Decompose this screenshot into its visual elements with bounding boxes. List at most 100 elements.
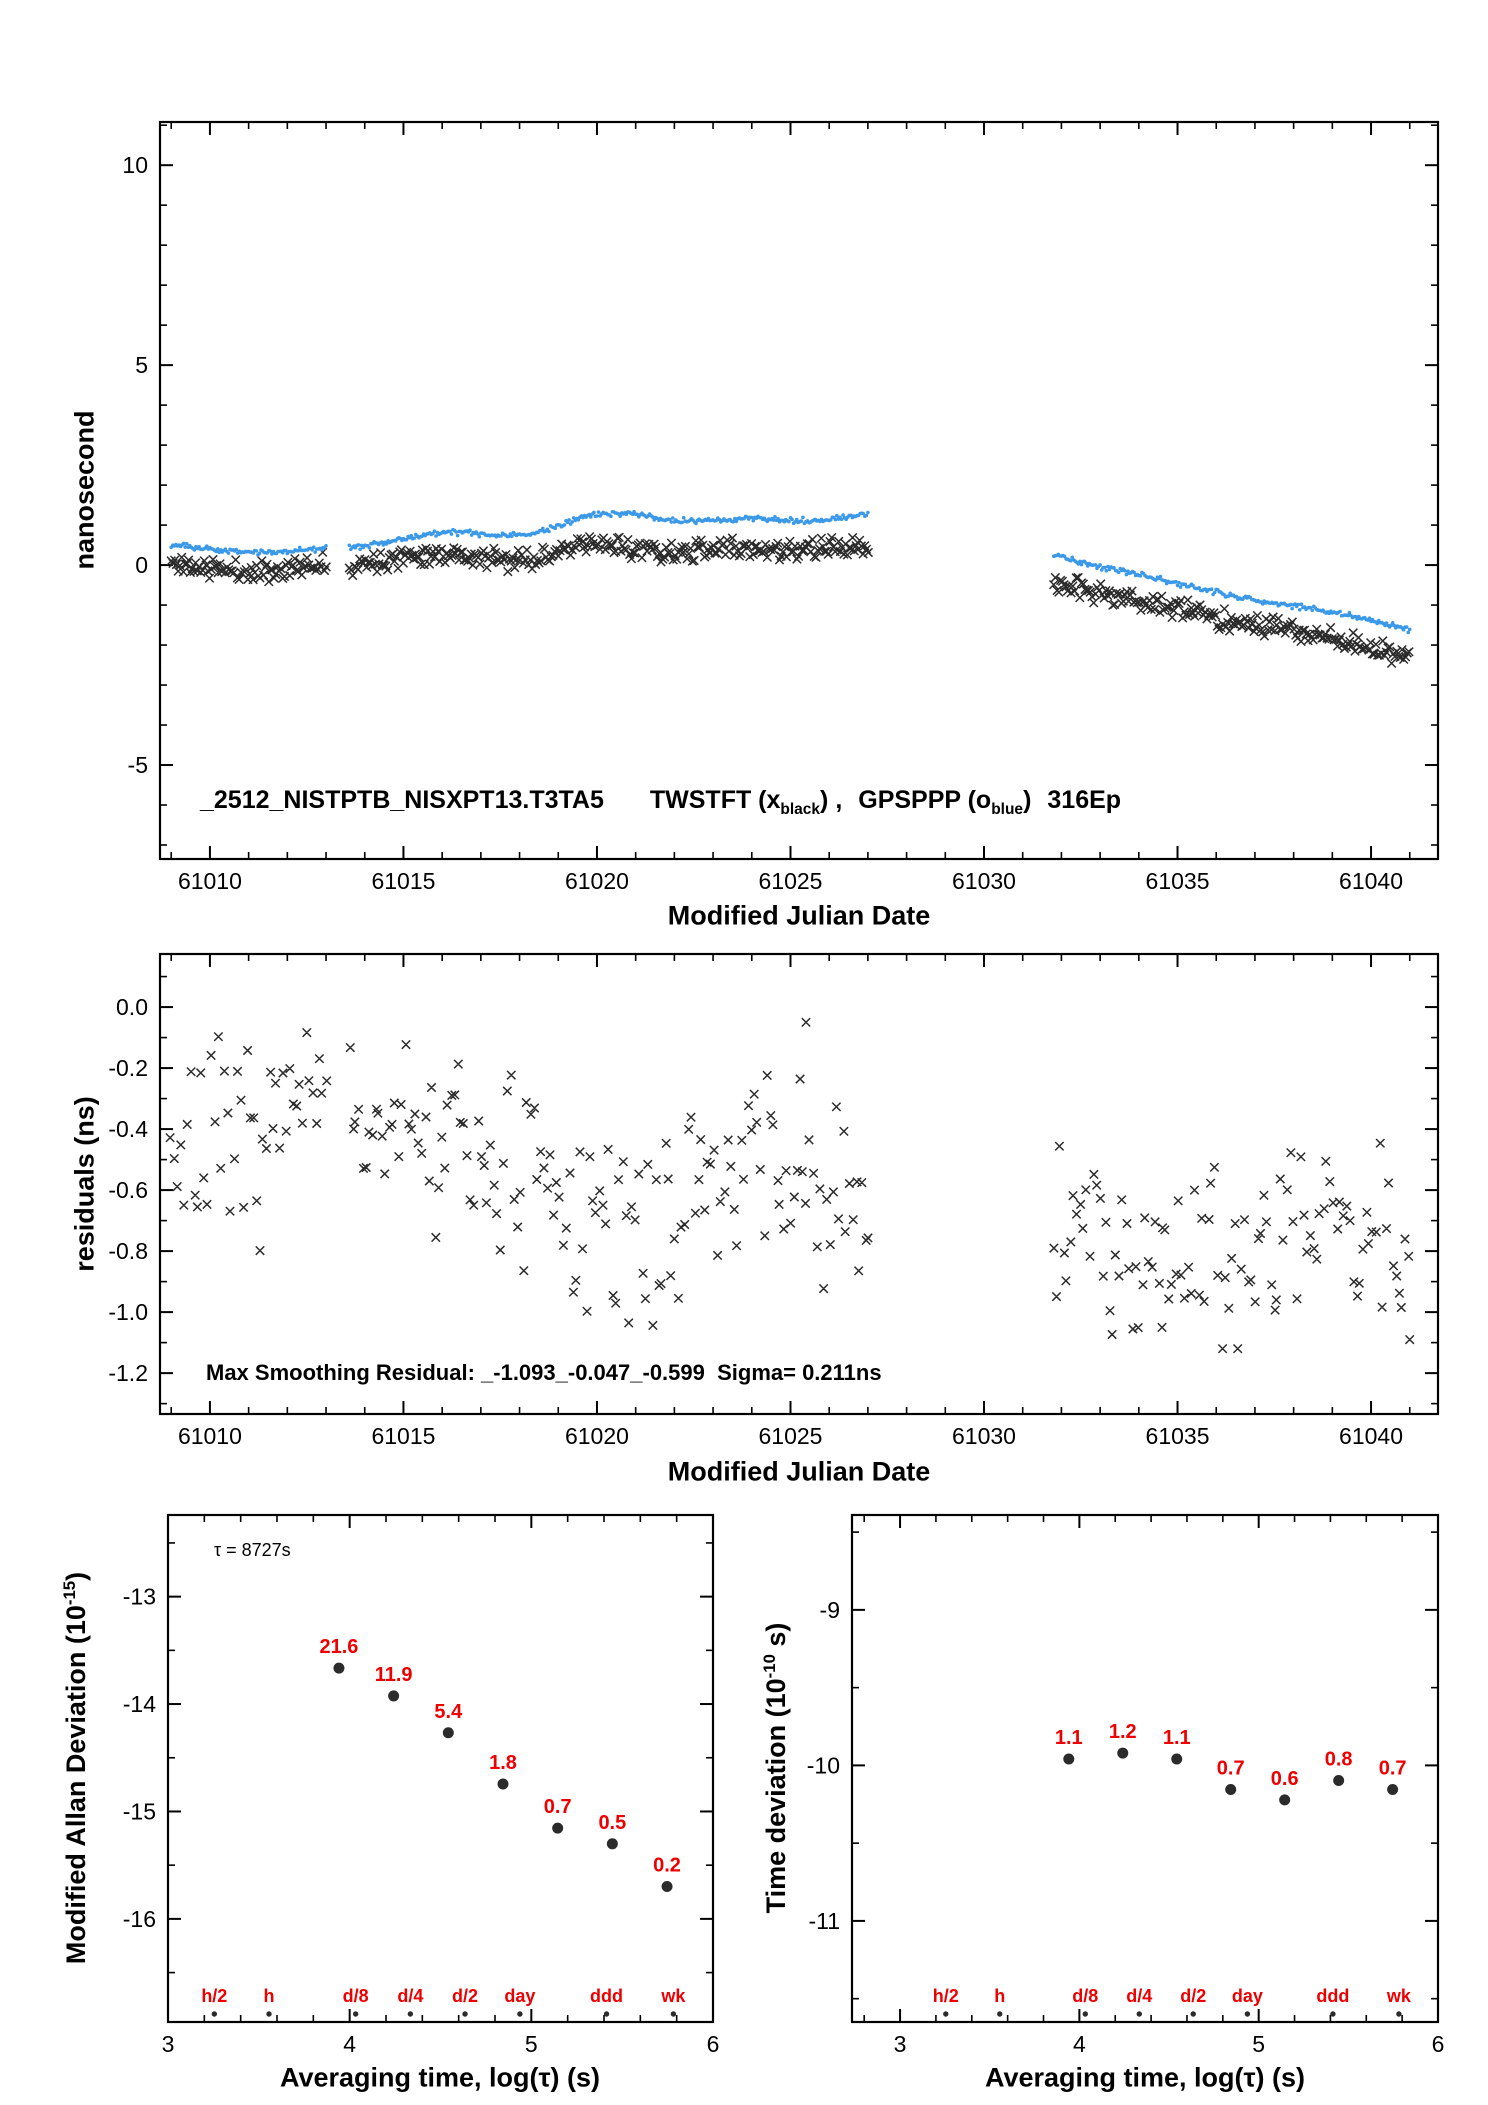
point-value-label: 1.2 (1109, 1721, 1137, 1743)
x-tick-label: 6 (1432, 2031, 1445, 2057)
tau-marker (352, 2011, 359, 2017)
y-tick-label: -0.6 (108, 1177, 148, 1203)
y-tick-label: 0 (135, 552, 148, 578)
y-tick-label: -16 (123, 1906, 156, 1932)
tau-marker (1244, 2011, 1251, 2017)
tau-marker-label: h (994, 1986, 1005, 2006)
data-point (497, 1778, 509, 1790)
y-tick-label: 5 (135, 352, 148, 378)
x-tick-label: 6 (707, 2031, 720, 2057)
y-tick-label: -1.2 (108, 1360, 148, 1386)
tau-marker (997, 2011, 1003, 2017)
y-tick-label: -1.0 (108, 1299, 148, 1325)
tau-marker (517, 2011, 523, 2017)
x-tick-label: 61015 (371, 868, 435, 894)
legend-twstft: TWSTFT (xblack) , (650, 786, 842, 819)
twstft-markers (166, 531, 1414, 669)
tau-marker-label: d/2 (452, 1986, 478, 2006)
legend-gpsppp-pre: GPSPPP (o (858, 786, 992, 814)
axis-box (166, 1513, 715, 2024)
x-tick-label: 61035 (1146, 1423, 1210, 1449)
point-value-label: 21.6 (319, 1636, 358, 1658)
data-point (661, 1881, 673, 1893)
y-tick-label: -10 (807, 1752, 840, 1778)
axis-box (850, 1513, 1440, 2024)
top-chart-title: _2512_NISTPTB_NISXPT13.T3TA5 TWSTFT (xbl… (200, 786, 1121, 819)
residuals-axis-label: residuals (ns) (69, 1096, 100, 1272)
tau-marker (1082, 2011, 1088, 2017)
x-tick-label: 61040 (1339, 868, 1403, 894)
y-tick-label: -15 (123, 1798, 156, 1824)
tau-marker-label: h/2 (933, 1986, 959, 2006)
point-value-label: 11.9 (375, 1664, 413, 1686)
x-tick-label: 61015 (371, 1423, 435, 1449)
tau-marker-label: ddd (1316, 1986, 1349, 2006)
panel-mdev: 3 4 5 6 -13 -14 -15 -16 21.6 11.9 5.4 1.8 0.7 0.5 0.2 h… (123, 1513, 720, 2057)
mdev-axis-label-pre: Modified Allan Deviation (10 (61, 1605, 91, 1965)
mdev-axis-label-post: ) (61, 1571, 91, 1581)
x-tick-label: 61020 (565, 868, 629, 894)
tau-marker-label: d/8 (343, 1986, 369, 2006)
y-tick-label: 10 (122, 152, 148, 178)
x-tick-label: 61010 (178, 868, 242, 894)
avg-time-axis-label-right: Averaging time, log(τ) (s) (984, 2062, 1306, 2093)
mdev-axis-label: Modified Allan Deviation (10-15) (60, 1572, 92, 1964)
axis-box (158, 952, 1440, 1416)
tdev-axis-label-pre: Time deviation (10 (761, 1678, 791, 1914)
axis-box (158, 120, 1440, 861)
tau-marker-label: d/8 (1072, 1986, 1098, 2006)
legend-gpsppp-sub: blue (991, 801, 1024, 818)
tau-marker (462, 2011, 468, 2017)
tau-marker-label: wk (660, 1986, 686, 2006)
point-value-label: 1.1 (1055, 1727, 1083, 1749)
point-value-label: 0.6 (1271, 1768, 1299, 1790)
nanosecond-axis-label: nanosecond (69, 410, 100, 570)
legend-gpsppp-post: ) (1023, 786, 1032, 814)
y-tick-label: -0.2 (108, 1055, 148, 1081)
x-tick-label: 3 (162, 2031, 175, 2057)
data-point (1171, 1753, 1183, 1765)
tau-marker (603, 2011, 610, 2017)
x-tick-label: 61010 (178, 1423, 242, 1449)
tau-marker-label: h/2 (201, 1986, 227, 2006)
panel-residuals: 61010 61015 61020 61025 61030 61035 61040 0.0 -0… (108, 952, 1440, 1449)
x-tick-label: 61030 (952, 868, 1016, 894)
tdev-axis-label: Time deviation (10-10 s) (760, 1623, 792, 1914)
point-value-label: 5.4 (434, 1701, 463, 1723)
x-tick-label: 61025 (759, 868, 823, 894)
tau-marker (1330, 2011, 1336, 2017)
tau-marker-label: d/2 (1180, 1986, 1206, 2006)
x-tick-label: 61035 (1146, 868, 1210, 894)
point-value-label: 0.2 (653, 1855, 681, 1877)
tau-marker-label: ddd (590, 1986, 623, 2006)
tau-marker-label: h (264, 1986, 275, 2006)
point-value-label: 1.8 (489, 1752, 517, 1774)
point-value-label: 0.5 (598, 1812, 626, 1834)
y-tick-label: -5 (128, 752, 148, 778)
data-point (1279, 1794, 1291, 1806)
gpsppp-markers (169, 509, 1412, 635)
tau-marker (266, 2011, 272, 2017)
tau-marker-label: d/4 (1126, 1986, 1152, 2006)
mjd-axis-label-middle: Modified Julian Date (667, 1456, 931, 1487)
y-tick-label: 0.0 (116, 994, 148, 1020)
avg-time-axis-label-left: Averaging time, log(τ) (s) (279, 2062, 601, 2093)
x-tick-label: 61025 (759, 1423, 823, 1449)
panel-time-series: 61010 61015 61020 61025 61030 61035 61040 -5 0 5 1… (122, 120, 1440, 894)
data-point (1063, 1753, 1075, 1765)
legend-twstft-pre: TWSTFT (x (649, 786, 781, 814)
data-point (388, 1690, 400, 1702)
data-point (442, 1727, 454, 1739)
y-tick-label: -13 (123, 1584, 156, 1610)
legend-twstft-post: ) , (820, 786, 843, 814)
mdev-axis-label-sup: -15 (60, 1580, 79, 1606)
mjd-axis-label-top: Modified Julian Date (667, 900, 931, 931)
data-point (552, 1822, 564, 1834)
tau-marker (407, 2011, 414, 2017)
dataset-name: _2512_NISTPTB_NISXPT13.T3TA5 (200, 786, 604, 814)
point-value-label: 1.1 (1163, 1727, 1191, 1749)
legend-twstft-sub: black (780, 801, 821, 818)
residual-stats-annotation: Max Smoothing Residual: _-1.093_-0.047_-… (206, 1360, 882, 1385)
